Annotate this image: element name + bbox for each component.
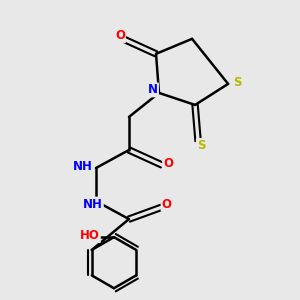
Text: NH: NH <box>83 198 103 211</box>
Text: O: O <box>115 29 125 42</box>
Text: NH: NH <box>73 160 92 173</box>
Text: O: O <box>161 198 172 211</box>
Text: O: O <box>163 157 173 170</box>
Text: S: S <box>197 139 205 152</box>
Text: S: S <box>233 76 242 89</box>
Text: HO: HO <box>80 229 100 242</box>
Text: N: N <box>148 83 158 96</box>
